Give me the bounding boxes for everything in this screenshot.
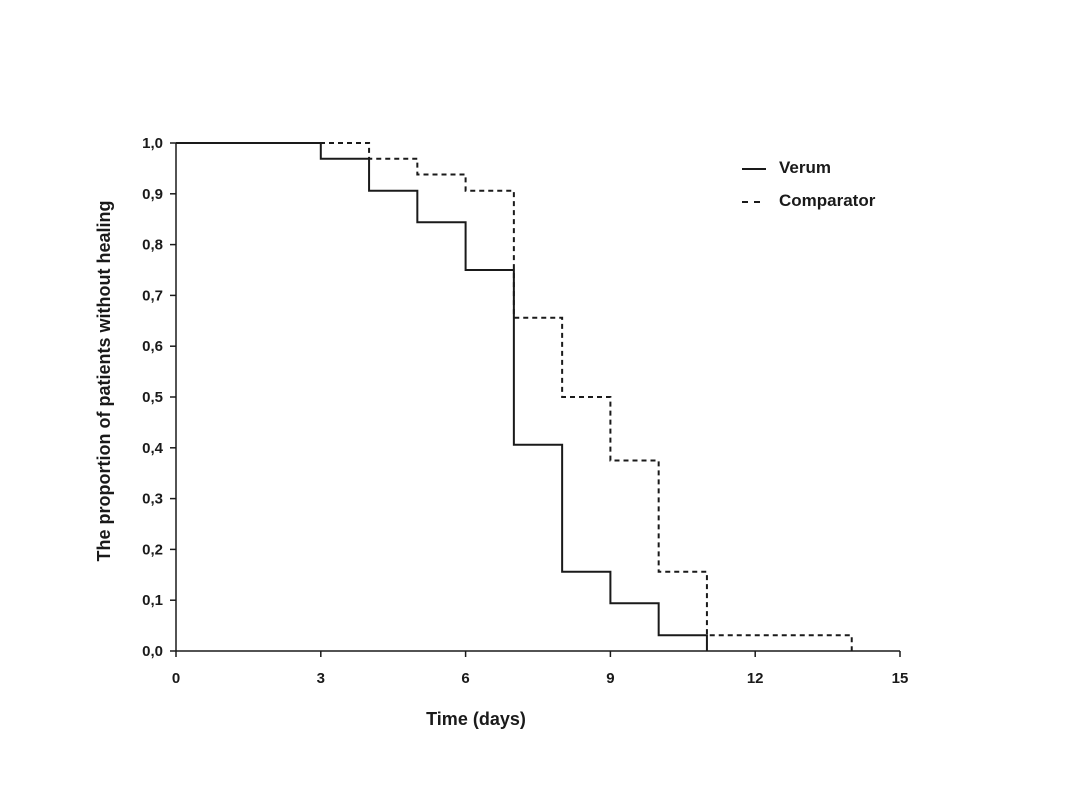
y-tick-label: 0,0 [142,643,163,660]
x-tick-label: 12 [747,670,764,687]
legend-label-comparator: Comparator [779,191,876,210]
x-tick-label: 6 [461,670,469,687]
x-tick-label: 9 [606,670,614,687]
y-tick-label: 0,5 [142,389,163,406]
y-tick-label: 0,8 [142,237,163,254]
x-tick-label: 0 [172,670,180,687]
axes [175,143,900,652]
y-tick-label: 1,0 [142,135,163,152]
y-tick-label: 0,6 [142,338,163,355]
y-tick-label: 0,2 [142,541,163,558]
legend: Verum Comparator [742,158,876,210]
ticks: 0,0 0,1 0,2 0,3 0,4 0,5 0,6 0,7 0,8 0,9 1,0 0 3 6 9 12 1… [142,135,908,687]
y-tick-label: 0,4 [142,440,164,457]
y-tick-label: 0,3 [142,491,163,508]
series-line-comparator [176,142,853,651]
series-line-verum [176,142,708,651]
y-tick-label: 0,7 [142,287,163,304]
x-tick-label: 15 [892,670,909,687]
x-tick-label: 3 [317,670,325,687]
x-axis-title: Time (days) [426,709,526,729]
y-tick-label: 0,9 [142,186,163,203]
series [176,142,853,651]
y-axis-title: The proportion of patients without heali… [94,201,114,562]
y-tick-label: 0,1 [142,592,163,609]
legend-label-verum: Verum [779,158,831,177]
